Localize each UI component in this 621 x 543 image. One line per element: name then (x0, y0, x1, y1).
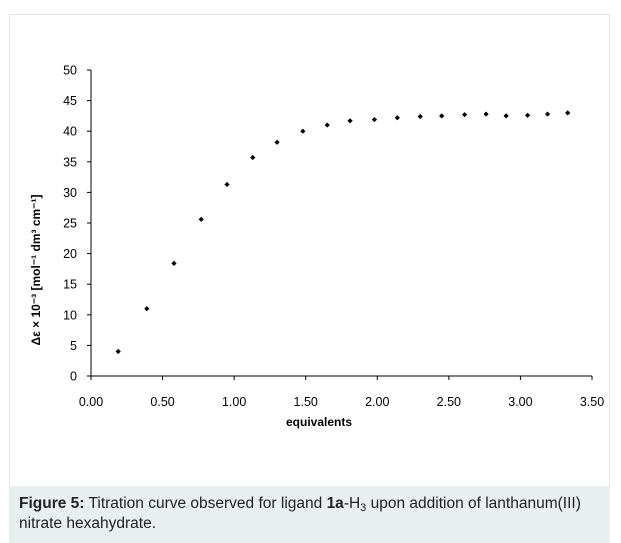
y-axis-title: Δε × 10⁻³ [mol⁻¹ dm³ cm⁻¹] (29, 194, 43, 345)
x-tick-label: 2.00 (365, 395, 389, 409)
data-point (371, 116, 378, 123)
x-tick-label: 0.50 (150, 395, 174, 409)
chart-axes (90, 70, 592, 377)
y-tick-label: 50 (63, 64, 77, 78)
y-tick-label: 5 (70, 339, 77, 353)
x-tick-label: 2.50 (437, 395, 461, 409)
caption-text-before: Titration curve observed for ligand (84, 495, 327, 512)
data-point (324, 122, 330, 128)
data-point (483, 111, 489, 117)
x-tick-label: 3.50 (580, 395, 604, 409)
data-point (274, 139, 280, 145)
data-point (439, 113, 445, 119)
data-point (300, 128, 306, 134)
data-point (198, 216, 204, 222)
y-tick-label: 45 (63, 94, 77, 108)
y-tick-label: 0 (70, 370, 77, 384)
chart-ticks: 0 5 10 15 20 25 30 35 40 45 50 0.00 0.50 1.00 1.50 2.00… (63, 64, 604, 410)
data-point (347, 118, 353, 124)
data-point (171, 260, 177, 266)
data-point (565, 110, 571, 116)
data-point (524, 112, 531, 118)
y-tick-label: 15 (63, 278, 77, 292)
y-tick-label: 25 (63, 217, 77, 231)
data-point (417, 113, 423, 120)
y-tick-label: 20 (63, 247, 77, 261)
figure-caption: Figure 5: Titration curve observed for l… (9, 486, 610, 543)
caption-compound-subscript: 3 (360, 502, 367, 514)
data-point (144, 306, 150, 312)
data-point (462, 112, 468, 118)
data-point (250, 154, 256, 161)
x-tick-label: 0.00 (79, 395, 103, 409)
y-tick-label: 40 (63, 125, 77, 139)
y-tick-label: 35 (63, 155, 77, 169)
caption-compound: 1a (326, 495, 344, 512)
chart-points (115, 110, 571, 355)
x-tick-label: 1.50 (294, 395, 318, 409)
data-point (394, 115, 400, 121)
caption-label: Figure 5: (19, 495, 85, 512)
figure-frame (9, 14, 610, 539)
data-point (545, 111, 551, 117)
x-tick-label: 1.00 (222, 395, 246, 409)
y-tick-label: 10 (63, 308, 77, 322)
titration-chart: 0 5 10 15 20 25 30 35 40 45 50 0.00 0.50 1.00 1.50 2.00… (29, 64, 604, 430)
caption-compound-suffix: -H (343, 495, 361, 512)
data-point (503, 113, 509, 119)
x-tick-label: 3.00 (508, 395, 532, 409)
caption-text-after: upon addition of lanthanum(III) nitrate … (19, 495, 581, 532)
data-point (115, 348, 121, 355)
x-axis-title: equivalents (286, 415, 352, 429)
data-point (224, 181, 230, 188)
y-tick-label: 30 (63, 186, 77, 200)
